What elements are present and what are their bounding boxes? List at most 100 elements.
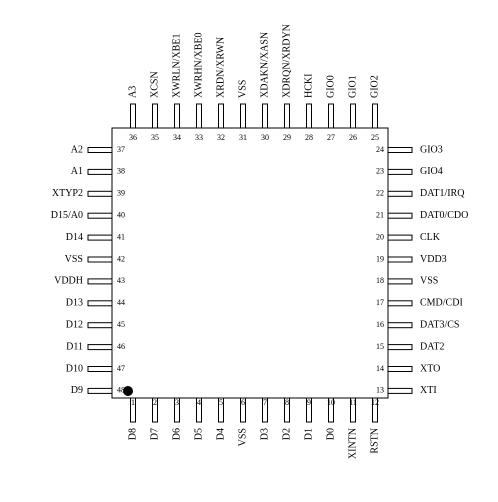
pin-label: DAT0/CDO [420,210,468,221]
pin-number: 14 [376,364,384,373]
pin-number: 40 [117,211,125,220]
pin [306,397,312,423]
pin-number: 24 [376,145,384,154]
pin-label: VSS [237,428,248,446]
pin-label: DAT2 [420,341,444,352]
pin-label: XDAKN/XASN [259,32,270,98]
pin-label: XWRLN/XBE1 [171,34,182,98]
pin-number: 28 [305,133,313,142]
pin-label: CMD/CDI [420,298,463,309]
pin-label: D14 [66,232,83,243]
pin-label: GIO0 [325,75,336,98]
pin [87,366,113,372]
pin [350,103,356,129]
pin [196,397,202,423]
pin [372,103,378,129]
pin-number: 35 [151,133,159,142]
pin-number: 5 [219,398,223,407]
pin-number: 1 [131,398,135,407]
pin [387,234,413,241]
pin [262,397,268,423]
pin-label: DAT3/CS [420,319,459,330]
pin-number: 34 [173,133,181,142]
pin [87,147,113,153]
pin-number: 41 [117,232,125,241]
pin-label: D3 [259,428,270,440]
pin-label: D13 [66,298,83,309]
pin-label: D5 [193,428,204,440]
pin-label: VSS [65,254,83,265]
pin-number: 31 [239,133,247,142]
pin-label: D7 [149,428,160,440]
pin [387,256,413,263]
pin-number: 36 [129,133,137,142]
pin-label: VDDH [54,276,83,287]
pin-number: 37 [117,145,125,154]
pin [87,168,113,175]
pin-number: 18 [376,276,384,285]
pin-label: XRDN/XRWN [215,37,226,98]
pin [130,397,136,423]
pin-label: XTI [420,385,437,396]
pin [130,103,136,129]
pin-number: 39 [117,189,125,198]
chip-body [111,127,389,399]
pin-number: 30 [261,133,269,142]
pin-label: XINTN [347,428,358,459]
pin-number: 16 [376,320,384,329]
pin-number: 9 [307,398,311,407]
pin-label: XTO [420,363,440,374]
pin-number: 33 [195,133,203,142]
pin [87,278,113,285]
pin-number: 22 [376,189,384,198]
pin [350,397,356,423]
pin [196,103,202,129]
pin-label: CLK [420,232,441,243]
pin-number: 8 [285,398,289,407]
pin-number: 10 [327,398,335,407]
pin [152,397,158,423]
pin-number: 44 [117,298,125,307]
pin-label: A1 [71,166,83,177]
pin-number: 46 [117,342,125,351]
pin-label: VSS [237,80,248,98]
pin-number: 48 [117,386,125,395]
pin-number: 6 [241,398,245,407]
pin-number: 32 [217,133,225,142]
pin [87,190,113,197]
pin-label: D4 [215,428,226,440]
pin-number: 43 [117,276,125,285]
pin [87,387,113,394]
pin-number: 17 [376,298,384,307]
pin-label: HCKI [303,74,314,98]
pin-number: 47 [117,364,125,373]
pin [387,300,413,307]
pin-label: XCSN [149,71,160,98]
pin [387,322,413,329]
pin [387,190,413,197]
pin-number: 19 [376,254,384,263]
pin-number: 38 [117,167,125,176]
pin-label: VDD3 [420,254,447,265]
pin-label: D10 [66,363,83,374]
pin [152,103,158,129]
pin [240,397,246,423]
pin [174,397,180,423]
pin-label: D8 [127,428,138,440]
pin-number: 23 [376,167,384,176]
pin [87,300,113,307]
pin [87,344,113,351]
pin [306,103,312,129]
pin [328,103,334,129]
pin [284,397,290,423]
pin-number: 21 [376,211,384,220]
pin [87,256,113,263]
pin1-marker [123,386,133,396]
pin [87,234,113,241]
pin-label: D1 [303,428,314,440]
pin [387,278,413,285]
pin-number: 11 [349,398,357,407]
pin-number: 7 [263,398,267,407]
pin [218,397,224,423]
